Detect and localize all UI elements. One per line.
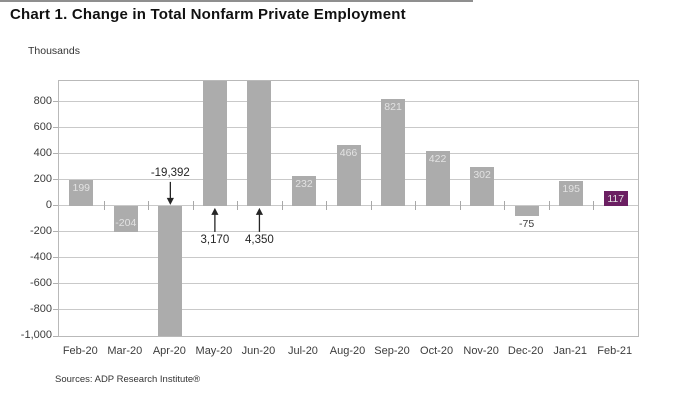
annotation-label-apr-20: -19,392: [150, 166, 190, 179]
x-tick-label-mar-20: Mar-20: [107, 345, 143, 357]
bar-value-label-dec-20: -75: [519, 217, 535, 230]
bar-mar-20: [113, 205, 138, 233]
y-tick-mark: [53, 153, 58, 155]
gridline-600: [59, 127, 638, 129]
bar-value-label-aug-20: 466: [339, 147, 358, 160]
bar-value-label-sep-20: 821: [384, 101, 402, 114]
bar-apr-20: [158, 205, 183, 336]
x-tick-label-oct-20: Oct-20: [420, 345, 454, 357]
bar-aug-20: [336, 145, 361, 206]
y-tick-label-400: 400: [33, 146, 52, 159]
zero-line-tick: [148, 201, 150, 211]
top-border-line: [0, 0, 473, 2]
x-tick-label-sep-20: Sep-20: [374, 345, 410, 357]
bar-jan-21: [559, 180, 584, 206]
plot-area: 199 -204 232 466 821 422 302 -75 195 117 -19,392 3…: [53, 80, 639, 337]
y-tick-mark: [53, 127, 58, 129]
bar-value-label-oct-20: 422: [428, 152, 447, 165]
zero-line-tick: [370, 201, 372, 211]
x-tick-label-may-20: May-20: [195, 345, 233, 357]
y-tick-mark: [53, 257, 58, 259]
zero-line-tick: [504, 201, 506, 211]
zero-line-tick: [326, 201, 328, 211]
x-tick-label-dec-20: Dec-20: [507, 345, 544, 357]
y-tick-label--200: -200: [29, 224, 52, 237]
y-tick-label--400: -400: [29, 250, 52, 263]
zero-line-tick: [103, 201, 105, 211]
bar-value-label-jan-21: 195: [562, 182, 580, 195]
zero-line-tick: [192, 201, 194, 211]
x-tick-label-jan-21: Jan-21: [553, 345, 587, 357]
zero-line-tick: [593, 201, 595, 211]
bars-layer: [59, 81, 638, 336]
x-tick-label-aug-20: Aug-20: [329, 345, 366, 357]
bar-may-20: [202, 81, 227, 206]
x-tick-label-nov-20: Nov-20: [463, 345, 499, 357]
bar-value-label-jul-20: 232: [295, 177, 313, 190]
y-tick-label-0: 0: [45, 198, 52, 211]
y-tick-mark: [53, 179, 58, 181]
source-credit: Sources: ADP Research Institute®: [55, 374, 201, 385]
bar-jun-20: [247, 81, 272, 206]
x-tick-label-jun-20: Jun-20: [241, 345, 276, 357]
bar-value-label-mar-20: -204: [115, 217, 137, 230]
zero-line-tick: [415, 201, 417, 211]
chart-title: Chart 1. Change in Total Nonfarm Private…: [10, 6, 406, 23]
gridline-0: [59, 205, 638, 207]
zero-line-tick: [281, 201, 283, 211]
x-tick-label-apr-20: Apr-20: [152, 345, 186, 357]
zero-line-tick: [459, 201, 461, 211]
bar-value-label-nov-20: 302: [473, 168, 491, 181]
bar-value-label-feb-21: 117: [607, 192, 625, 205]
bar-sep-20: [381, 99, 406, 206]
bar-oct-20: [425, 150, 450, 206]
zero-line-tick: [548, 201, 550, 211]
zero-line-tick: [237, 201, 239, 211]
x-tick-label-jul-20: Jul-20: [287, 345, 318, 357]
y-tick-mark: [53, 283, 58, 285]
bar-feb-21: [603, 190, 628, 206]
y-tick-mark: [53, 309, 58, 311]
y-tick-label--1000: -1,000: [20, 329, 52, 341]
y-tick-mark: [53, 335, 58, 337]
gridline--800: [59, 309, 638, 311]
y-tick-label-800: 800: [33, 94, 52, 107]
gridline-800: [59, 101, 638, 103]
gridline--400: [59, 257, 638, 259]
y-tick-mark: [53, 231, 58, 233]
annotation-label-jun-20: 4,350: [245, 233, 274, 246]
bar-jul-20: [291, 175, 316, 206]
bar-value-label-feb-20: 199: [72, 182, 91, 194]
y-tick-label-200: 200: [33, 172, 52, 185]
bar-nov-20: [470, 166, 495, 206]
gridline--200: [59, 231, 638, 233]
x-tick-label-feb-20: Feb-20: [62, 345, 98, 357]
y-tick-label-600: 600: [33, 120, 52, 133]
y-axis-unit-label: Thousands: [28, 45, 80, 57]
gridline--600: [59, 283, 638, 285]
bar-dec-20: [514, 205, 539, 216]
y-tick-mark: [53, 101, 58, 103]
y-tick-label--800: -800: [29, 302, 52, 315]
bar-feb-20: [69, 180, 94, 206]
y-tick-label--600: -600: [29, 276, 52, 289]
annotation-arrows: [166, 181, 264, 232]
y-tick-mark: [53, 205, 58, 207]
annotation-label-may-20: 3,170: [200, 233, 230, 246]
x-tick-label-feb-21: Feb-21: [597, 345, 633, 357]
